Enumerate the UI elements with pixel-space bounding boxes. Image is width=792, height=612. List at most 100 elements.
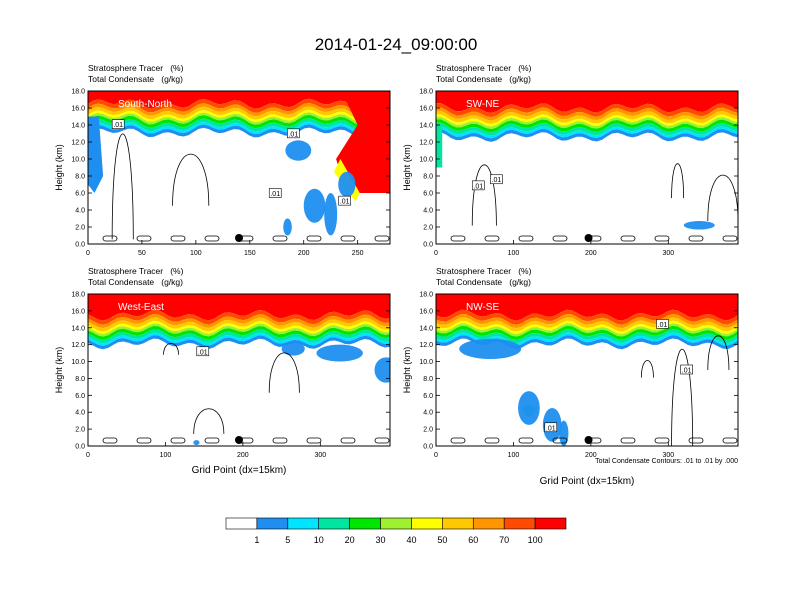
tracer-band <box>436 313 738 329</box>
tracer-band <box>88 91 390 109</box>
panel-subtitle: Total Condensate (g/kg) <box>88 277 183 287</box>
x-tick-label: 200 <box>237 452 249 459</box>
y-tick-label: 2.0 <box>75 225 85 232</box>
y-tick-label: 10.0 <box>419 157 433 164</box>
contour-bubble <box>204 235 220 242</box>
colorbar-segment <box>503 517 536 530</box>
colorbar-label: 100 <box>528 535 543 545</box>
panel-subtitle: Total Condensate (g/kg) <box>88 74 183 84</box>
y-tick-label: 16.0 <box>419 308 433 315</box>
contour-bubble <box>518 235 534 242</box>
contour-label-text: .01 <box>682 368 692 375</box>
tracer-band <box>88 294 390 321</box>
x-tick-label: 150 <box>244 250 256 257</box>
y-tick-label: 6.0 <box>423 191 433 198</box>
y-tick-label: 18.0 <box>71 89 85 96</box>
tracer-band <box>436 119 738 133</box>
panels: .01 .01 .01 .01 South-North Stratosphere Trac… <box>54 63 739 487</box>
y-tick-label: 12.0 <box>71 342 85 349</box>
tracer-band <box>436 110 738 124</box>
x-tick-label: 0 <box>86 452 90 459</box>
y-tick-label: 18.0 <box>419 89 433 96</box>
x-tick-label: 100 <box>508 452 520 459</box>
tracer-band <box>436 325 738 340</box>
tracer-blob <box>193 440 200 446</box>
x-tick-label: 200 <box>585 452 597 459</box>
contour-bubble <box>170 235 186 242</box>
colorbar-label: 60 <box>468 535 478 545</box>
y-tick-label: 8.0 <box>423 376 433 383</box>
contour-bubble <box>136 235 152 242</box>
contour-label-text: .01 <box>113 122 123 129</box>
tracer-intrusion <box>336 91 390 193</box>
y-tick-label: 4.0 <box>423 410 433 417</box>
contour-line <box>193 408 225 434</box>
y-tick-label: 0.0 <box>423 444 433 451</box>
plot-area: .01 .01 .01 .01 South-North <box>88 91 390 244</box>
x-tick-label: 100 <box>508 250 520 257</box>
contour-bubble <box>450 437 466 444</box>
y-tick-label: 16.0 <box>71 308 85 315</box>
contour-bubble <box>306 437 322 444</box>
tracer-band <box>436 114 738 127</box>
tracer-band <box>88 106 390 120</box>
y-axis-label: Height (km) <box>54 347 64 394</box>
contour-bubble <box>654 437 670 444</box>
contour-label: .01 <box>471 180 485 190</box>
colorbar: 1 5 10 20 30 40 50 60 70 100 <box>225 517 567 545</box>
colorbar-label: 10 <box>314 535 324 545</box>
contour-line <box>268 352 300 393</box>
contour-label-text: .01 <box>492 177 502 184</box>
colorbar-segment <box>411 517 443 530</box>
y-tick-label: 14.0 <box>419 123 433 130</box>
contour-bubble <box>340 437 356 444</box>
colorbar-label: 70 <box>499 535 509 545</box>
plot-area: .01 .01 SW-NE <box>436 91 738 244</box>
contour-line <box>671 163 685 199</box>
condensate-contours <box>450 335 738 446</box>
tracer-band <box>88 102 390 117</box>
contour-bubble <box>722 235 738 242</box>
x-axis-label: Grid Point (dx=15km) <box>540 476 635 487</box>
contour-label: .01 <box>544 422 558 432</box>
colorbar-label: 50 <box>437 535 447 545</box>
contour-label: .01 <box>656 319 669 329</box>
tracer-band <box>88 325 390 340</box>
x-tick-label: 0 <box>86 250 90 257</box>
plot-frame <box>87 293 391 447</box>
colorbar-segment <box>442 517 474 530</box>
contour-bubble <box>620 437 636 444</box>
x-tick-label: 100 <box>190 250 202 257</box>
contour-label: .01 <box>268 188 282 198</box>
x-tick-label: 0 <box>434 250 438 257</box>
panel-label: NW-SE <box>466 302 499 313</box>
condensate-contours <box>102 133 390 242</box>
y-tick-label: 0.0 <box>423 242 433 249</box>
tracer-band <box>436 126 738 139</box>
location-marker <box>235 436 243 444</box>
tracer-band <box>88 335 390 350</box>
panel-title: Stratosphere Tracer (%) <box>88 266 184 276</box>
tracer-band <box>436 128 738 142</box>
tracer-left-edge <box>436 125 443 168</box>
contour-bubble <box>484 235 500 242</box>
contour-bubble <box>204 437 220 444</box>
y-tick-label: 0.0 <box>75 444 85 451</box>
tracer-band <box>436 91 738 113</box>
contour-label-text: .01 <box>658 322 668 329</box>
y-tick-label: 6.0 <box>423 393 433 400</box>
location-marker <box>584 436 593 444</box>
contour-bubble <box>450 235 466 242</box>
x-tick-label: 300 <box>662 250 674 257</box>
panel-label: SW-NE <box>466 99 499 110</box>
contour-bubble <box>374 437 390 444</box>
colorbar-label: 20 <box>345 535 355 545</box>
y-tick-label: 4.0 <box>75 208 85 215</box>
colorbar-segment <box>472 517 505 530</box>
y-tick-label: 2.0 <box>423 427 433 434</box>
contour-label-text: .01 <box>288 131 298 138</box>
tracer-blob <box>281 342 305 356</box>
tracer-band <box>436 320 738 335</box>
panel-west-east: .01 West-East Stratosphere Tracer (%)Total… <box>54 266 391 476</box>
